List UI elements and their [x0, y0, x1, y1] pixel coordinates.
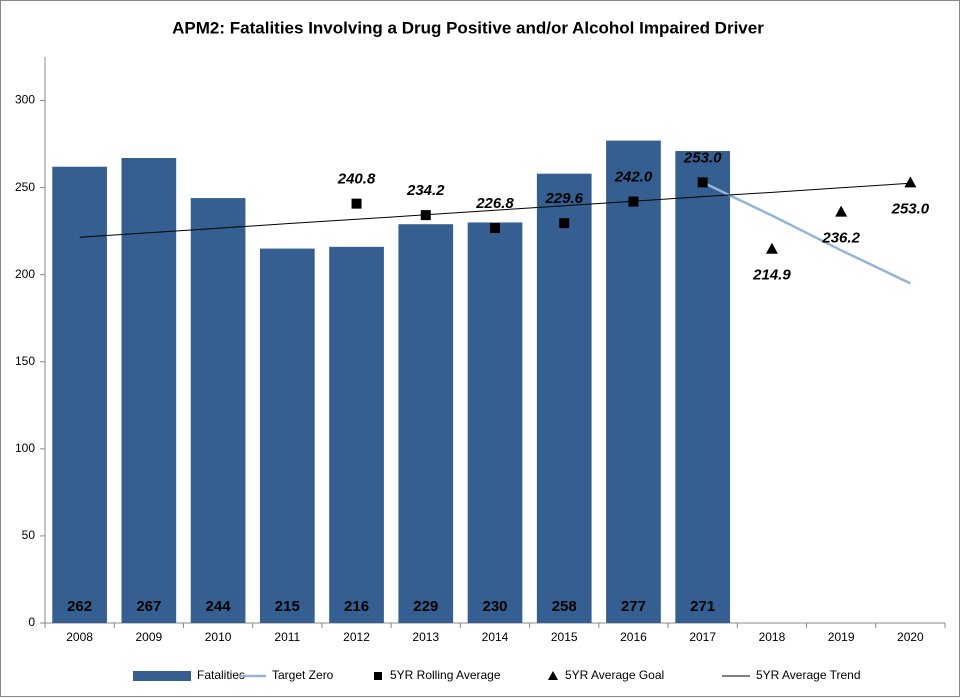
- line: [79, 182, 911, 238]
- legend-swatch: [548, 671, 558, 680]
- y-tick-label: 300: [15, 93, 35, 107]
- x-tick-label: 2020: [897, 630, 924, 644]
- x-tick-label: 2012: [343, 630, 370, 644]
- x-tick-label: 2019: [828, 630, 855, 644]
- data-label: 216: [344, 598, 369, 615]
- x-tick-label: 2017: [689, 630, 716, 644]
- legend-label: 5YR Average Trend: [756, 668, 861, 682]
- bar: [606, 140, 661, 623]
- data-label: 215: [275, 598, 300, 615]
- bar: [398, 224, 454, 624]
- legend-label: Fatalities: [197, 668, 245, 682]
- x-tick-label: 2018: [759, 630, 786, 644]
- legend-swatch: [374, 672, 382, 680]
- data-label: 229: [413, 598, 438, 615]
- data-label: 214.9: [752, 267, 791, 284]
- bar: [121, 158, 177, 624]
- x-tick-label: 2008: [66, 630, 93, 644]
- bar: [675, 151, 731, 623]
- data-label: 253.0: [891, 200, 930, 217]
- legend-label: 5YR Average Goal: [565, 668, 664, 682]
- line: [702, 181, 911, 285]
- legend-label: 5YR Rolling Average: [390, 668, 501, 682]
- data-label: 244: [206, 598, 232, 615]
- data-label: 267: [136, 598, 161, 615]
- marker-square: [697, 177, 708, 188]
- data-label: 226.8: [475, 195, 514, 212]
- data-label: 229.6: [544, 190, 583, 207]
- data-label: 258: [552, 598, 577, 615]
- data-label: 271: [690, 598, 715, 615]
- data-label: 236.2: [821, 230, 860, 247]
- marker-square: [559, 218, 570, 229]
- y-tick-label: 250: [15, 180, 35, 194]
- marker-triangle: [904, 176, 917, 188]
- legend-swatch: [133, 671, 191, 681]
- data-label: 230: [482, 598, 507, 615]
- y-tick-label: 100: [15, 441, 35, 455]
- data-label: 234.2: [406, 182, 445, 199]
- bar: [190, 198, 246, 623]
- data-label: 262: [67, 598, 92, 615]
- x-tick-label: 2013: [412, 630, 439, 644]
- marker-triangle: [835, 205, 848, 217]
- x-tick-label: 2009: [135, 630, 162, 644]
- legend-label: Target Zero: [272, 668, 334, 682]
- x-tick-label: 2016: [620, 630, 647, 644]
- marker-square: [351, 198, 362, 209]
- x-tick-label: 2015: [551, 630, 578, 644]
- marker-triangle: [765, 242, 778, 254]
- y-tick-label: 150: [15, 354, 35, 368]
- x-tick-label: 2011: [274, 630, 300, 644]
- bar: [329, 246, 384, 623]
- bar: [536, 173, 592, 623]
- bar: [52, 166, 107, 623]
- y-tick-label: 0: [28, 615, 35, 629]
- x-tick-label: 2014: [482, 630, 509, 644]
- y-tick-label: 50: [22, 528, 36, 542]
- bar: [467, 222, 523, 623]
- y-tick-label: 200: [15, 267, 35, 281]
- data-label: 242.0: [614, 169, 653, 186]
- data-label: 277: [621, 598, 646, 615]
- chart-title: APM2: Fatalities Involving a Drug Positi…: [172, 18, 764, 37]
- data-label: 253.0: [683, 149, 722, 166]
- x-tick-label: 2010: [205, 630, 232, 644]
- bar: [259, 248, 315, 624]
- marker-square: [490, 223, 500, 234]
- data-label: 240.8: [337, 171, 376, 188]
